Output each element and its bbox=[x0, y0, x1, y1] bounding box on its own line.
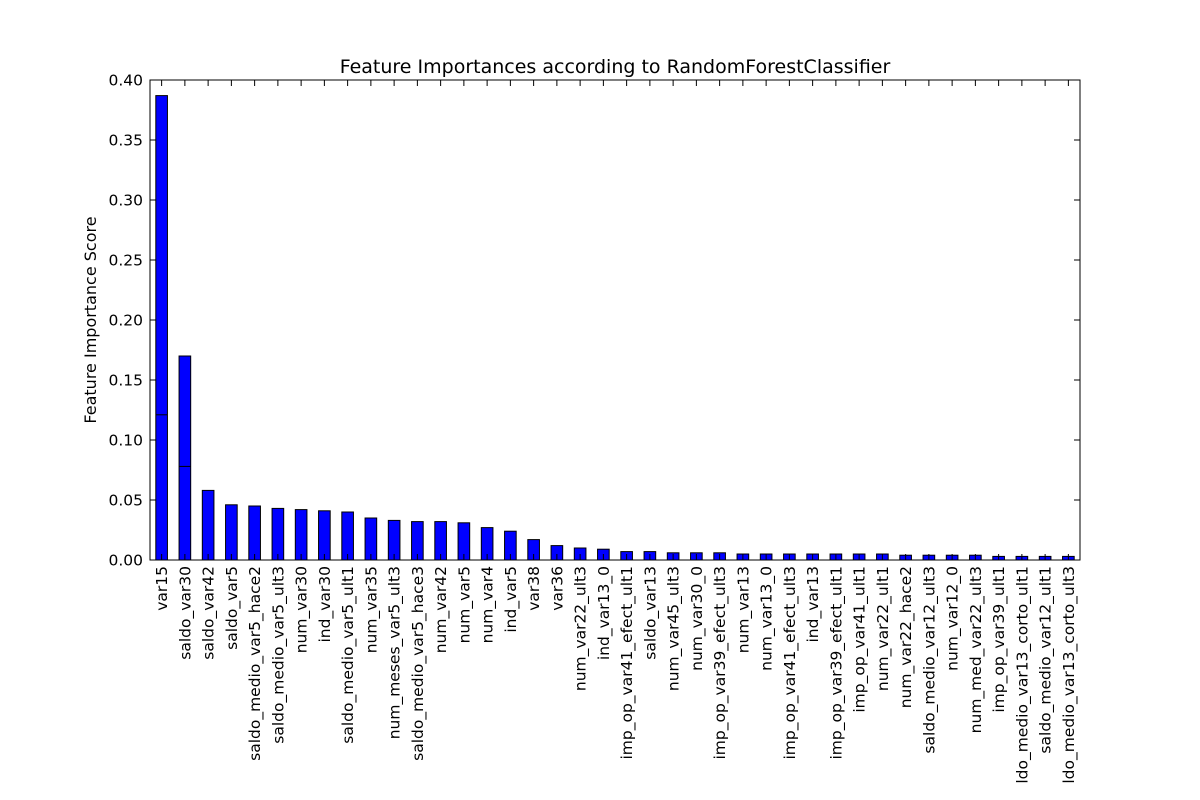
x-tick-label: ldo_medio_var13_corto_ult3 bbox=[1060, 566, 1079, 784]
x-tick-label: num_var45_ult3 bbox=[665, 566, 684, 691]
x-tick-label: saldo_medio_var12_ult1 bbox=[1037, 566, 1056, 754]
bar bbox=[271, 507, 285, 561]
x-tick-label: num_var13_0 bbox=[758, 566, 777, 671]
y-tick-label: 0.20 bbox=[108, 312, 143, 330]
y-tick-label: 0.35 bbox=[108, 132, 143, 150]
x-tick-label: imp_op_var41_efect_ult1 bbox=[618, 566, 637, 760]
x-tick-label: num_var42 bbox=[432, 566, 451, 653]
x-tick-label: ind_var13 bbox=[804, 566, 823, 643]
y-tick-label: 0.30 bbox=[108, 192, 143, 210]
x-tick-label: num_var30 bbox=[293, 566, 312, 653]
x-tick-label: imp_op_var41_ult1 bbox=[851, 566, 870, 713]
x-tick-label: saldo_var5 bbox=[223, 566, 242, 650]
plot-bars bbox=[155, 95, 1075, 561]
x-tick-label: num_var22_ult1 bbox=[874, 566, 893, 691]
y-tick-label: 0.10 bbox=[108, 432, 143, 450]
y-tick-label: 0.40 bbox=[108, 72, 143, 90]
x-tick-label: imp_op_var39_ult1 bbox=[990, 566, 1009, 713]
plot-frame bbox=[149, 79, 1081, 561]
bar bbox=[225, 504, 238, 561]
bar bbox=[294, 509, 308, 561]
x-tick-label: num_var13 bbox=[734, 566, 753, 653]
bar bbox=[248, 505, 261, 561]
bar bbox=[155, 95, 168, 561]
x-tick-label: saldo_medio_var12_ult3 bbox=[920, 566, 939, 754]
bar bbox=[364, 517, 378, 561]
x-tick-label: saldo_var13 bbox=[641, 566, 660, 660]
y-tick-label: 0.25 bbox=[108, 252, 143, 270]
x-tick-label: num_var4 bbox=[479, 566, 498, 643]
x-tick-label: num_var5 bbox=[455, 566, 474, 643]
bar bbox=[201, 489, 215, 561]
x-tick-label: ldo_medio_var13_corto_ult1 bbox=[1013, 566, 1032, 784]
y-tick-label: 0.15 bbox=[108, 372, 143, 390]
x-tick-label: ind_var13_0 bbox=[595, 566, 614, 660]
x-tick-label: var38 bbox=[525, 566, 543, 611]
x-tick-label: imp_op_var39_efect_ult1 bbox=[827, 566, 846, 760]
x-tick-label: num_med_var22_ult3 bbox=[967, 566, 986, 733]
x-tick-label: saldo_var42 bbox=[200, 566, 219, 660]
x-tick-label: num_meses_var5_ult3 bbox=[386, 566, 405, 739]
y-axis-label: Feature Importance Score bbox=[81, 216, 100, 423]
x-tick-label: var36 bbox=[548, 566, 566, 611]
x-axis: var15 saldo_var30 saldo_var42 saldo_var5 sal… bbox=[153, 80, 1079, 784]
bar bbox=[341, 511, 354, 561]
y-tick-label: 0.05 bbox=[108, 492, 143, 510]
x-tick-label: saldo_medio_var5_hace2 bbox=[246, 566, 265, 761]
x-tick-label: imp_op_var39_efect_ult3 bbox=[711, 566, 730, 760]
x-tick-label: saldo_medio_var5_ult3 bbox=[269, 566, 288, 744]
y-axis: 0.00 0.05 0.10 0.15 0.20 0.25 0.30 0.35 0.40 bbox=[108, 72, 1080, 570]
x-tick-label: saldo_medio_var5_hace3 bbox=[409, 566, 428, 761]
bar bbox=[178, 355, 192, 561]
x-tick-label: num_var30_0 bbox=[688, 566, 707, 671]
x-tick-label: imp_op_var41_efect_ult3 bbox=[781, 566, 800, 760]
x-tick-label: ind_var5 bbox=[502, 566, 521, 633]
x-tick-label: saldo_var30 bbox=[176, 566, 195, 660]
x-tick-label: ind_var30 bbox=[316, 566, 335, 643]
x-tick-label: num_var12_0 bbox=[944, 566, 963, 671]
bar bbox=[318, 510, 331, 561]
chart-title: Feature Importances according to RandomF… bbox=[340, 56, 891, 78]
x-tick-label: num_var22_hace2 bbox=[897, 566, 916, 708]
y-tick-label: 0.00 bbox=[108, 552, 143, 570]
x-tick-label: saldo_medio_var5_ult1 bbox=[339, 566, 358, 744]
x-tick-label: var15 bbox=[153, 566, 171, 611]
x-tick-label: num_var22_ult3 bbox=[572, 566, 591, 691]
x-tick-label: num_var35 bbox=[362, 566, 381, 653]
